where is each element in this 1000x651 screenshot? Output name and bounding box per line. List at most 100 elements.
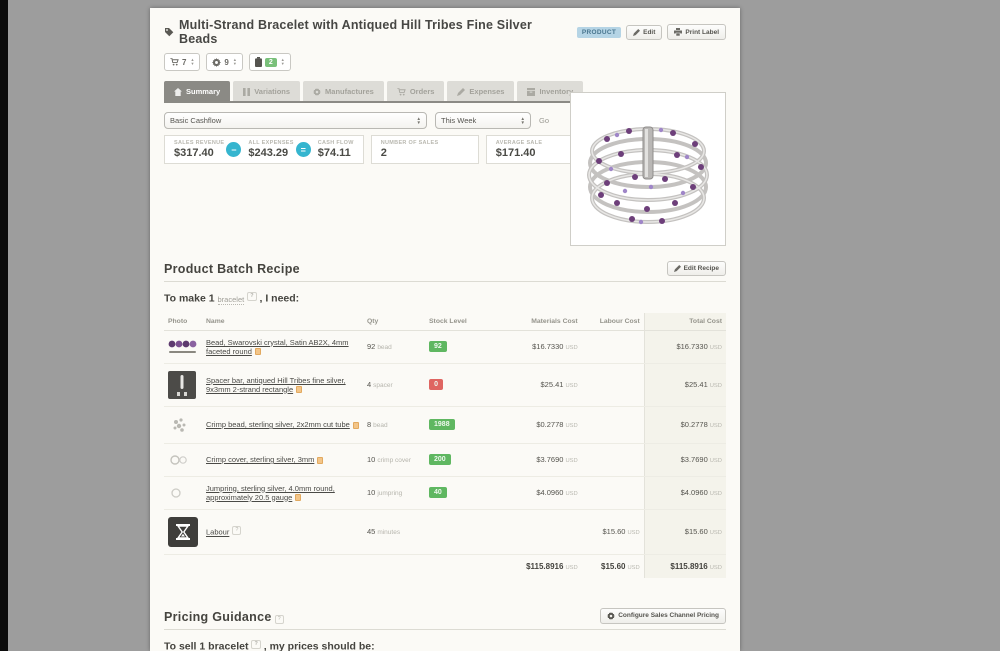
tab-expenses[interactable]: Expenses bbox=[447, 81, 515, 101]
help-icon[interactable]: ? bbox=[232, 526, 242, 536]
qty-unit: bead bbox=[377, 344, 392, 351]
pricing-section-header: Pricing Guidance? Configure Sales Channe… bbox=[164, 607, 726, 630]
go-button[interactable]: Go bbox=[539, 116, 550, 125]
help-icon[interactable]: ? bbox=[251, 639, 261, 649]
qty-value: 92 bbox=[366, 342, 376, 351]
total-cost: $16.7330 bbox=[676, 342, 708, 351]
product-image bbox=[570, 92, 726, 246]
tab-manufactures[interactable]: Manufactures bbox=[303, 81, 384, 101]
configure-button-label: Configure Sales Channel Pricing bbox=[618, 612, 719, 619]
stock-stepper[interactable]: ▲ ▼ bbox=[280, 57, 285, 66]
recipe-row-spacer-bar: Spacer bar, antiqued Hill Tribes fine si… bbox=[164, 363, 726, 407]
currency-label: USD bbox=[709, 564, 722, 571]
stat-value: $171.40 bbox=[495, 147, 536, 159]
tab-label: Variations bbox=[254, 87, 291, 96]
material-link[interactable]: Crimp cover, sterling silver, 3mm bbox=[206, 455, 315, 464]
stat-value: $317.40 bbox=[174, 147, 214, 159]
equals-operator-icon: = bbox=[295, 142, 311, 157]
recipe-totals-row: $115.8916 USD $15.60 USD $115.8916 USD bbox=[164, 554, 726, 578]
recipe-heading: Product Batch Recipe bbox=[164, 262, 300, 276]
currency-label: USD bbox=[709, 458, 722, 464]
currency-label: USD bbox=[565, 458, 578, 464]
currency-label: USD bbox=[565, 423, 578, 429]
recipe-section-header: Product Batch Recipe Edit Recipe bbox=[164, 261, 726, 282]
configure-sales-channel-pricing-button[interactable]: Configure Sales Channel Pricing bbox=[600, 607, 726, 624]
labour-photo bbox=[164, 509, 202, 555]
tab-summary[interactable]: Summary bbox=[164, 81, 231, 101]
pencil-icon bbox=[673, 265, 681, 272]
recipe-row-crimp-cover: Crimp cover, sterling silver, 3mm 10 crim… bbox=[164, 443, 726, 477]
tab-orders[interactable]: Orders bbox=[386, 81, 445, 101]
tab-label: Inventory bbox=[539, 87, 574, 96]
material-photo bbox=[164, 476, 202, 510]
edit-recipe-button-label: Edit Recipe bbox=[683, 265, 719, 272]
app-canvas: Multi-Strand Bracelet with Antiqued Hill… bbox=[150, 8, 740, 651]
col-photo: Photo bbox=[164, 312, 202, 331]
orders-counter-button[interactable]: 7 ▲ ▼ bbox=[164, 53, 201, 71]
stat-number-of-sales: NUMBER OF SALES 2 bbox=[370, 135, 479, 164]
battery-icon bbox=[254, 57, 262, 67]
qty-value: 4 bbox=[366, 380, 372, 389]
tab-bar: Summary Variations Manufactures Orders E… bbox=[164, 81, 726, 103]
edit-recipe-button[interactable]: Edit Recipe bbox=[666, 261, 726, 276]
orders-count: 7 bbox=[182, 57, 187, 67]
edit-button[interactable]: Edit bbox=[626, 24, 663, 40]
qty-value: 45 bbox=[366, 527, 376, 536]
report-select[interactable]: Basic Cashflow ▲ ▼ bbox=[164, 112, 427, 129]
recipe-table-header: Photo Name Qty Stock Level Materials Cos… bbox=[164, 312, 726, 331]
tab-variations[interactable]: Variations bbox=[233, 81, 301, 101]
help-icon[interactable]: ? bbox=[247, 292, 257, 301]
stock-counter-button[interactable]: 2 ▲ ▼ bbox=[248, 53, 291, 71]
stat-label: NUMBER OF SALES bbox=[380, 140, 439, 146]
intro-suffix: , my prices should be: bbox=[263, 640, 375, 651]
labour-cost: $15.60 bbox=[602, 527, 626, 536]
tab-label: Summary bbox=[186, 87, 221, 96]
stat-label: AVERAGE SALE bbox=[495, 140, 543, 146]
gear-icon bbox=[212, 57, 222, 67]
material-link[interactable]: Spacer bar, antiqued Hill Tribes fine si… bbox=[206, 375, 346, 394]
component-icon bbox=[295, 494, 302, 502]
tab-label: Manufactures bbox=[325, 87, 374, 96]
material-photo bbox=[164, 406, 202, 444]
stock-level-badge: 2 bbox=[264, 57, 277, 67]
stat-value: 2 bbox=[380, 147, 387, 159]
col-stock-level: Stock Level bbox=[425, 312, 499, 331]
stat-label: ALL EXPENSES bbox=[248, 140, 294, 146]
labour-link[interactable]: Labour bbox=[206, 527, 230, 537]
manufactures-stepper[interactable]: ▲ ▼ bbox=[232, 57, 237, 66]
col-qty: Qty bbox=[362, 312, 426, 331]
select-caret-icon: ▲ ▼ bbox=[520, 115, 525, 125]
currency-label: USD bbox=[565, 383, 578, 389]
total-cost: $4.0960 bbox=[680, 488, 708, 497]
intro-prefix: To sell bbox=[164, 640, 197, 651]
help-icon[interactable]: ? bbox=[274, 614, 284, 624]
report-filter-row: Basic Cashflow ▲ ▼ This Week ▲ ▼ Go bbox=[164, 112, 726, 129]
material-link[interactable]: Bead, Swarovski crystal, Satin AB2X, 4mm… bbox=[206, 337, 349, 356]
intro-unit[interactable]: bracelet bbox=[217, 294, 245, 305]
intro-suffix: , I need: bbox=[259, 292, 300, 305]
intro-prefix: To make bbox=[164, 292, 206, 305]
total-cost: $3.7690 bbox=[680, 455, 708, 464]
orders-stepper[interactable]: ▲ ▼ bbox=[190, 57, 195, 66]
stock-badge: 200 bbox=[429, 454, 451, 465]
tab-label: Expenses bbox=[469, 87, 505, 96]
period-select[interactable]: This Week ▲ ▼ bbox=[435, 112, 531, 129]
currency-label: USD bbox=[709, 423, 722, 429]
materials-total: $115.8916 bbox=[526, 561, 564, 571]
qty-unit: minutes bbox=[377, 529, 401, 536]
qty-value: 8 bbox=[366, 420, 372, 429]
material-link[interactable]: Jumpring, sterling silver, 4.0mm round, … bbox=[206, 483, 335, 502]
product-badge: PRODUCT bbox=[576, 26, 622, 38]
print-label-button-label: Print Label bbox=[685, 28, 719, 36]
hourglass-icon bbox=[176, 523, 190, 540]
printer-icon bbox=[674, 28, 683, 36]
manufactures-counter-button[interactable]: 9 ▲ ▼ bbox=[206, 53, 243, 71]
material-link[interactable]: Crimp bead, sterling silver, 2x2mm cut t… bbox=[206, 420, 350, 429]
currency-label: USD bbox=[565, 564, 578, 571]
col-name: Name bbox=[202, 312, 363, 331]
materials-cost: $3.7690 bbox=[536, 455, 564, 464]
cashflow-stats: SALES REVENUE $317.40 − ALL EXPENSES $24… bbox=[164, 135, 726, 164]
tab-inventory[interactable]: Inventory bbox=[517, 81, 584, 101]
print-label-button[interactable]: Print Label bbox=[667, 24, 726, 40]
labour-total: $15.60 bbox=[601, 561, 626, 571]
